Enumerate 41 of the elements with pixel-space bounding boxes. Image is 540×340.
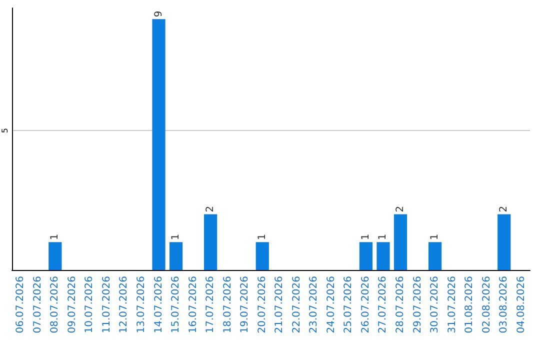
x-tick-label: 07.07.2026 (32, 276, 44, 334)
x-tick-label: 23.07.2026 (308, 276, 320, 334)
x-tick-label: 06.07.2026 (15, 276, 26, 334)
x-tick-label: 03.08.2026 (498, 276, 510, 334)
x-tick-label: 02.08.2026 (481, 276, 492, 334)
data-label: 2 (205, 206, 216, 212)
x-tick-label: 10.07.2026 (84, 276, 96, 334)
x-tick-label: 24.07.2026 (326, 276, 337, 334)
x-tick-label: 01.08.2026 (464, 276, 476, 334)
data-label: 1 (170, 234, 182, 240)
x-tick-label: 11.07.2026 (101, 276, 112, 334)
data-label: 1 (256, 234, 268, 240)
x-tick-label: 28.07.2026 (395, 276, 406, 334)
x-tick-label: 29.07.2026 (412, 276, 424, 334)
x-tick-label: 30.07.2026 (430, 276, 441, 334)
x-tick-label: 20.07.2026 (256, 276, 268, 334)
x-tick-label: 04.08.2026 (516, 276, 527, 334)
x-tick-label: 18.07.2026 (222, 276, 234, 334)
x-tick-label: 22.07.2026 (291, 276, 302, 334)
data-label: 2 (498, 206, 510, 212)
x-tick-label: 31.07.2026 (446, 276, 458, 334)
x-tick-label: 12.07.2026 (118, 276, 130, 334)
x-tick-label: 09.07.2026 (66, 276, 78, 334)
x-tick-label: 15.07.2026 (170, 276, 182, 334)
data-label: 1 (430, 234, 441, 240)
x-tick-label: 21.07.2026 (274, 276, 286, 334)
x-tick-label: 16.07.2026 (188, 276, 199, 334)
x-tick-label: 17.07.2026 (205, 276, 216, 334)
x-tick-label: 26.07.2026 (360, 276, 372, 334)
x-tick-label: 14.07.2026 (153, 276, 164, 334)
data-label: 9 (153, 10, 164, 18)
data-label: 1 (50, 234, 61, 240)
x-tick-label: 27.07.2026 (378, 276, 389, 334)
x-tick-label: 08.07.2026 (50, 276, 61, 334)
data-label: 2 (395, 206, 406, 212)
y-tick-label: 5 (0, 128, 10, 134)
x-tick-label: 19.07.2026 (240, 276, 251, 334)
data-label: 1 (378, 234, 389, 240)
x-tick-label: 13.07.2026 (136, 276, 147, 334)
x-tick-label: 25.07.2026 (343, 276, 354, 334)
data-label: 1 (360, 234, 372, 240)
